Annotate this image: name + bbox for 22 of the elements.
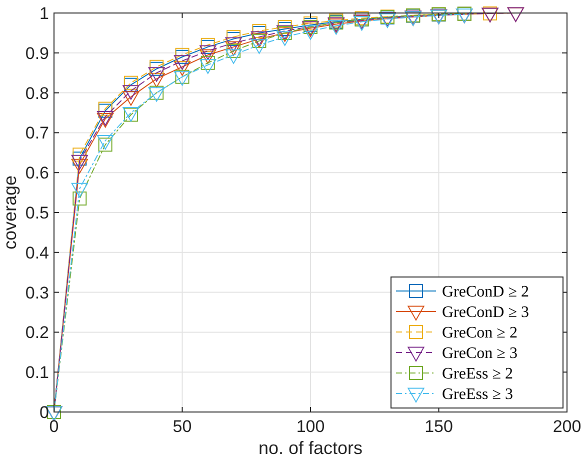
legend-label: GreConD ≥ 2 bbox=[442, 284, 529, 301]
legend-label: GreCon ≥ 3 bbox=[442, 345, 518, 362]
y-tick-label: 0.4 bbox=[25, 243, 49, 262]
legend-label: GreEss ≥ 2 bbox=[442, 366, 513, 383]
x-tick-label: 100 bbox=[296, 417, 325, 436]
y-tick-label: 0.3 bbox=[25, 283, 49, 302]
y-tick-label: 0.8 bbox=[25, 84, 49, 103]
legend-label: GreConD ≥ 3 bbox=[442, 304, 529, 322]
y-tick-label: 1 bbox=[40, 4, 49, 23]
y-tick-label: 0.5 bbox=[25, 203, 49, 222]
y-tick-label: 0.2 bbox=[25, 323, 49, 342]
x-tick-label: 150 bbox=[424, 417, 453, 436]
x-tick-label: 200 bbox=[552, 417, 582, 436]
x-axis-title: no. of factors bbox=[258, 438, 363, 458]
y-tick-label: 0.9 bbox=[25, 44, 49, 63]
legend-label: GreCon ≥ 2 bbox=[442, 324, 518, 342]
y-tick-label: 0.6 bbox=[25, 164, 49, 183]
y-tick-label: 0.1 bbox=[25, 363, 49, 382]
x-tick-label: 50 bbox=[172, 417, 192, 436]
legend-label: GreEss ≥ 3 bbox=[442, 386, 513, 404]
y-axis-title: coverage bbox=[0, 175, 20, 250]
y-tick-label: 0.7 bbox=[25, 124, 49, 143]
